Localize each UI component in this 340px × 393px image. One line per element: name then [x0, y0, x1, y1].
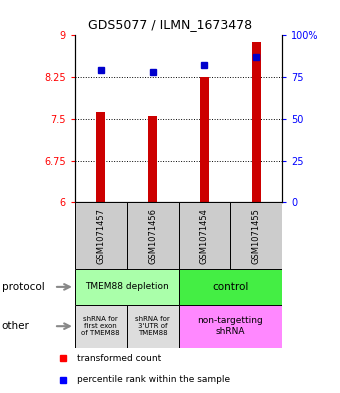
Bar: [126, 202, 178, 269]
Bar: [178, 202, 231, 269]
Text: GSM1071456: GSM1071456: [148, 208, 157, 264]
Text: other: other: [2, 321, 30, 331]
Bar: [126, 305, 178, 348]
Bar: [75, 305, 126, 348]
Text: protocol: protocol: [2, 282, 45, 292]
Bar: [252, 42, 261, 202]
Text: GSM1071454: GSM1071454: [200, 208, 209, 264]
Bar: [75, 202, 126, 269]
Bar: [178, 269, 282, 305]
Text: shRNA for
first exon
of TMEM88: shRNA for first exon of TMEM88: [81, 316, 120, 336]
Bar: [231, 202, 282, 269]
Text: shRNA for
3'UTR of
TMEM88: shRNA for 3'UTR of TMEM88: [135, 316, 170, 336]
Text: transformed count: transformed count: [77, 354, 162, 363]
Bar: [75, 269, 178, 305]
Text: GSM1071455: GSM1071455: [252, 208, 261, 264]
Bar: [148, 116, 157, 202]
Bar: [200, 77, 209, 202]
Text: control: control: [212, 282, 249, 292]
Text: GDS5077 / ILMN_1673478: GDS5077 / ILMN_1673478: [88, 18, 252, 31]
Text: GSM1071457: GSM1071457: [96, 208, 105, 264]
Text: TMEM88 depletion: TMEM88 depletion: [85, 283, 169, 291]
Text: percentile rank within the sample: percentile rank within the sample: [77, 375, 230, 384]
Bar: [96, 112, 105, 202]
Bar: [178, 305, 282, 348]
Text: non-targetting
shRNA: non-targetting shRNA: [198, 316, 263, 336]
